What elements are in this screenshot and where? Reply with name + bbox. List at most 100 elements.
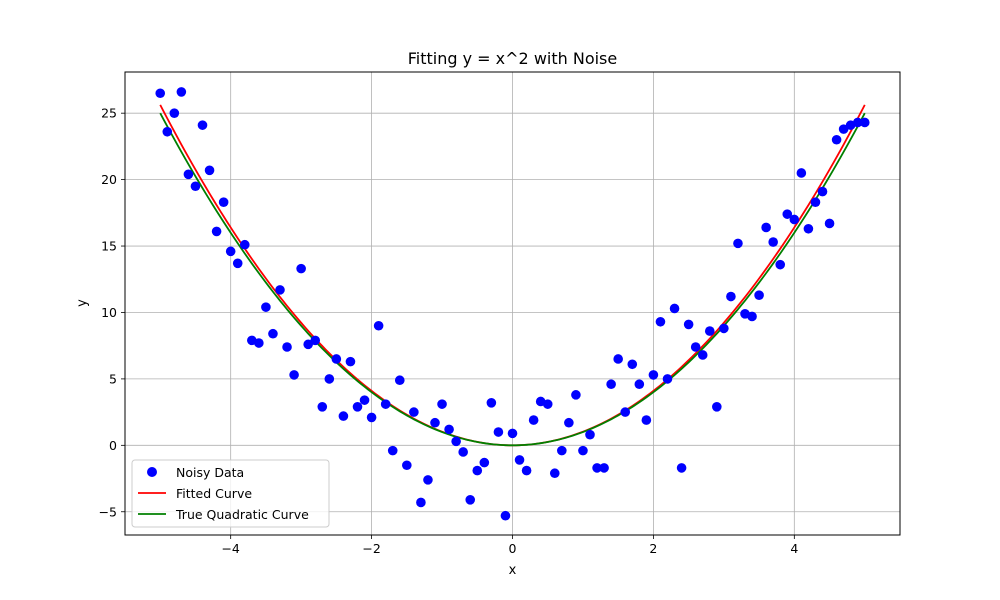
data-point — [282, 342, 292, 352]
data-point — [690, 342, 701, 352]
data-point — [521, 465, 532, 476]
data-point — [514, 455, 525, 465]
x-axis-label: x — [509, 563, 517, 578]
data-point — [782, 209, 793, 219]
data-point — [599, 463, 609, 473]
data-point — [768, 237, 778, 247]
data-point — [761, 222, 771, 233]
data-point — [303, 339, 313, 350]
data-point — [289, 370, 299, 380]
data-point — [712, 401, 722, 412]
data-point — [571, 390, 581, 400]
data-point — [549, 468, 560, 479]
x-tick-label: −4 — [221, 541, 239, 556]
data-point — [211, 226, 222, 237]
data-point — [648, 370, 659, 380]
data-point — [437, 399, 447, 409]
data-point — [359, 395, 370, 405]
x-tick-label: 2 — [649, 541, 657, 556]
data-point — [578, 445, 588, 456]
data-point — [430, 417, 440, 428]
data-point — [239, 239, 250, 250]
data-point — [225, 246, 236, 257]
legend-label-true-quadratic: True Quadratic Curve — [175, 507, 309, 522]
data-point — [747, 311, 757, 322]
data-point — [366, 412, 377, 423]
y-axis-label: y — [75, 299, 90, 307]
data-point — [317, 401, 328, 412]
data-point — [204, 165, 215, 176]
data-point — [859, 117, 870, 128]
data-point — [697, 350, 708, 360]
data-point — [493, 427, 504, 437]
data-point — [528, 415, 539, 425]
data-point — [669, 303, 680, 314]
data-point — [662, 374, 673, 384]
legend: Noisy Data Fitted Curve True Quadratic C… — [131, 459, 330, 528]
data-point — [338, 411, 349, 421]
data-point — [627, 359, 638, 370]
data-point — [817, 186, 828, 197]
data-point — [754, 290, 764, 300]
data-point — [655, 316, 666, 327]
data-point — [416, 497, 426, 508]
y-tick-label: 15 — [101, 239, 117, 254]
data-point — [331, 354, 342, 364]
data-point — [592, 463, 602, 473]
data-point — [472, 465, 483, 476]
data-point — [500, 510, 511, 521]
y-tick-label: 10 — [101, 305, 117, 320]
data-point — [197, 120, 208, 130]
data-point — [479, 457, 490, 468]
data-point — [268, 328, 278, 339]
data-point — [775, 259, 786, 270]
data-point — [613, 354, 623, 364]
data-point — [719, 323, 729, 334]
y-tick-label: 20 — [101, 172, 117, 187]
data-point — [423, 475, 433, 485]
data-point — [275, 285, 285, 295]
legend-marker-noisy-data — [147, 467, 157, 477]
data-point — [557, 445, 567, 456]
x-tick-label: −2 — [362, 541, 380, 556]
data-point — [824, 218, 835, 229]
x-tick-label: 0 — [509, 541, 517, 556]
data-point — [486, 398, 497, 408]
data-point — [606, 379, 616, 390]
data-point — [641, 415, 652, 425]
data-point — [155, 88, 166, 99]
data-point — [261, 302, 271, 312]
data-point — [394, 375, 405, 386]
data-point — [218, 197, 229, 207]
data-point — [402, 460, 412, 471]
data-point — [796, 168, 807, 178]
y-tick-label: −5 — [99, 504, 117, 519]
data-point — [852, 117, 863, 128]
data-point — [465, 494, 476, 505]
data-point — [564, 417, 574, 428]
data-point — [373, 320, 384, 331]
legend-label-noisy-data: Noisy Data — [176, 465, 244, 480]
series-line-true-quadratic-curve — [159, 112, 866, 447]
data-point — [444, 424, 454, 435]
data-point — [451, 436, 461, 447]
data-point — [634, 379, 645, 390]
chart-title: Fitting y = x^2 with Noise — [408, 49, 617, 68]
data-point — [789, 214, 800, 225]
data-point — [254, 338, 264, 348]
data-point — [345, 356, 356, 367]
data-point — [409, 407, 419, 417]
data-point — [620, 407, 631, 417]
data-point — [387, 445, 398, 456]
data-point — [176, 87, 187, 97]
data-point — [733, 238, 743, 249]
data-point — [190, 181, 201, 192]
axis-ticks: −4 −2 0 2 4 −5 0 5 10 15 20 25 — [99, 106, 799, 556]
data-point — [352, 401, 363, 412]
data-point — [676, 463, 687, 473]
y-tick-label: 25 — [101, 106, 117, 121]
data-point — [296, 263, 306, 274]
data-point — [310, 335, 321, 346]
legend-box — [131, 459, 330, 528]
